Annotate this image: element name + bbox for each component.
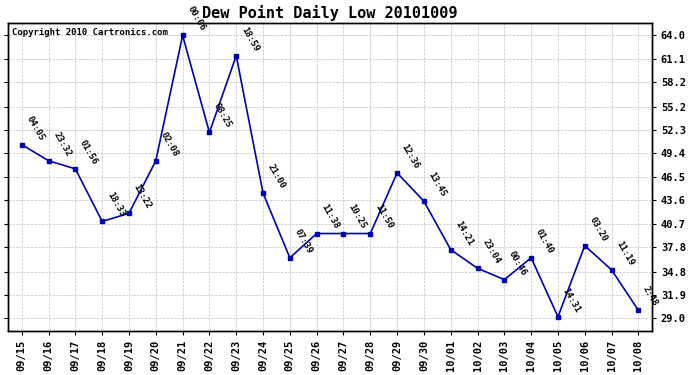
Text: Copyright 2010 Cartronics.com: Copyright 2010 Cartronics.com [12,28,168,37]
Text: 01:56: 01:56 [78,138,99,166]
Text: 00:46: 00:46 [507,249,529,277]
Text: 11:50: 11:50 [373,203,394,231]
Text: 02:08: 02:08 [159,130,180,158]
Text: 07:39: 07:39 [293,227,314,255]
Text: 08:25: 08:25 [213,102,233,130]
Text: 03:20: 03:20 [588,215,609,243]
Text: 00:06: 00:06 [186,5,206,33]
Text: 2:48: 2:48 [641,285,660,308]
Text: 23:04: 23:04 [480,238,502,266]
Text: 21:00: 21:00 [266,162,287,190]
Text: 11:19: 11:19 [614,239,635,267]
Text: 14:31: 14:31 [561,286,582,314]
Text: 13:22: 13:22 [132,183,153,210]
Text: 12:36: 12:36 [400,142,421,170]
Text: 14:21: 14:21 [453,219,475,247]
Text: 04:05: 04:05 [25,114,46,142]
Text: 11:38: 11:38 [319,203,341,231]
Text: 23:32: 23:32 [51,130,72,158]
Text: 10:25: 10:25 [346,203,368,231]
Text: 18:33: 18:33 [105,191,126,219]
Text: 13:45: 13:45 [426,171,448,198]
Title: Dew Point Daily Low 20101009: Dew Point Daily Low 20101009 [202,5,458,21]
Text: 18:59: 18:59 [239,25,260,53]
Text: 01:40: 01:40 [534,227,555,255]
